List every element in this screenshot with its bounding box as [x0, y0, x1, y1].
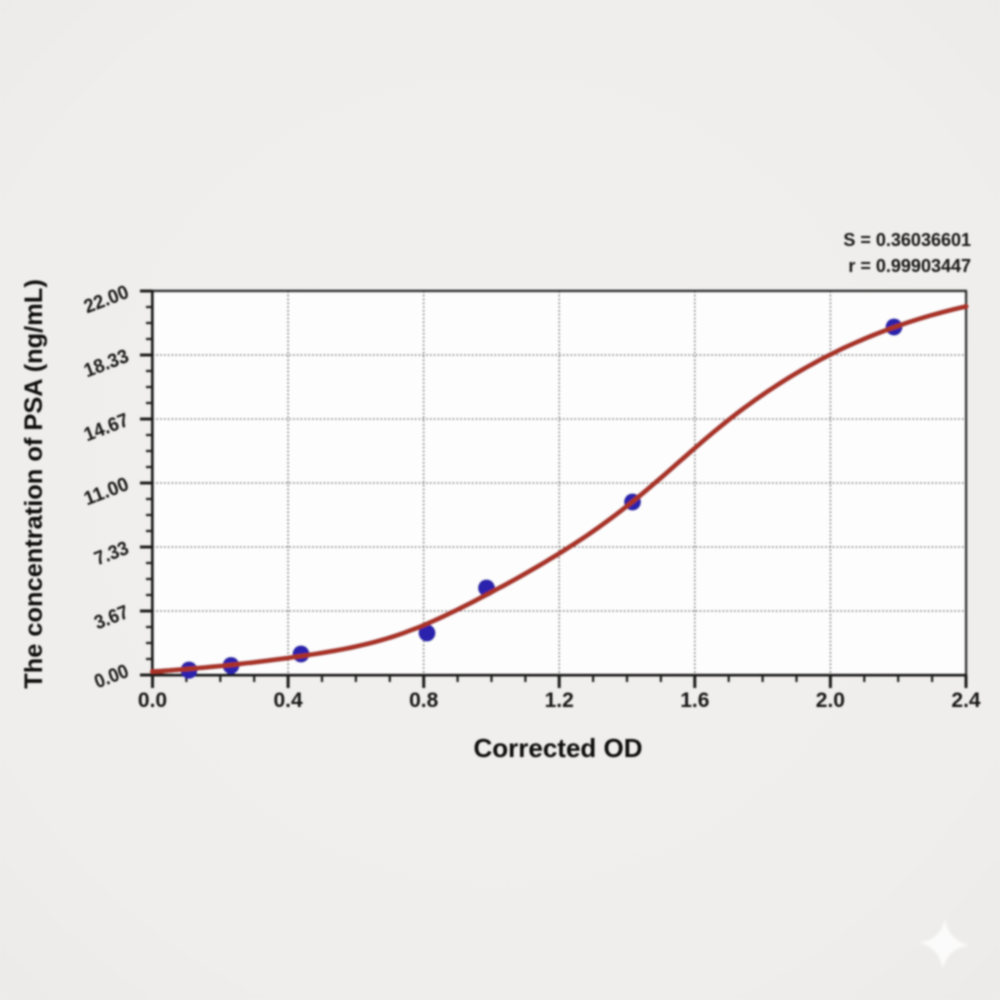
- svg-text:0.8: 0.8: [409, 689, 439, 712]
- svg-text:r = 0.99903447: r = 0.99903447: [848, 256, 971, 276]
- svg-text:1.2: 1.2: [545, 689, 574, 712]
- svg-text:0.4: 0.4: [273, 689, 303, 712]
- svg-text:S = 0.36036601: S = 0.36036601: [843, 230, 971, 250]
- svg-text:Corrected OD: Corrected OD: [473, 733, 642, 763]
- svg-text:2.0: 2.0: [816, 689, 845, 712]
- svg-text:0.0: 0.0: [138, 689, 167, 712]
- svg-text:2.4: 2.4: [951, 689, 981, 712]
- svg-text:The concentration of PSA (ng/m: The concentration of PSA (ng/mL): [20, 279, 48, 689]
- svg-text:1.6: 1.6: [680, 689, 709, 712]
